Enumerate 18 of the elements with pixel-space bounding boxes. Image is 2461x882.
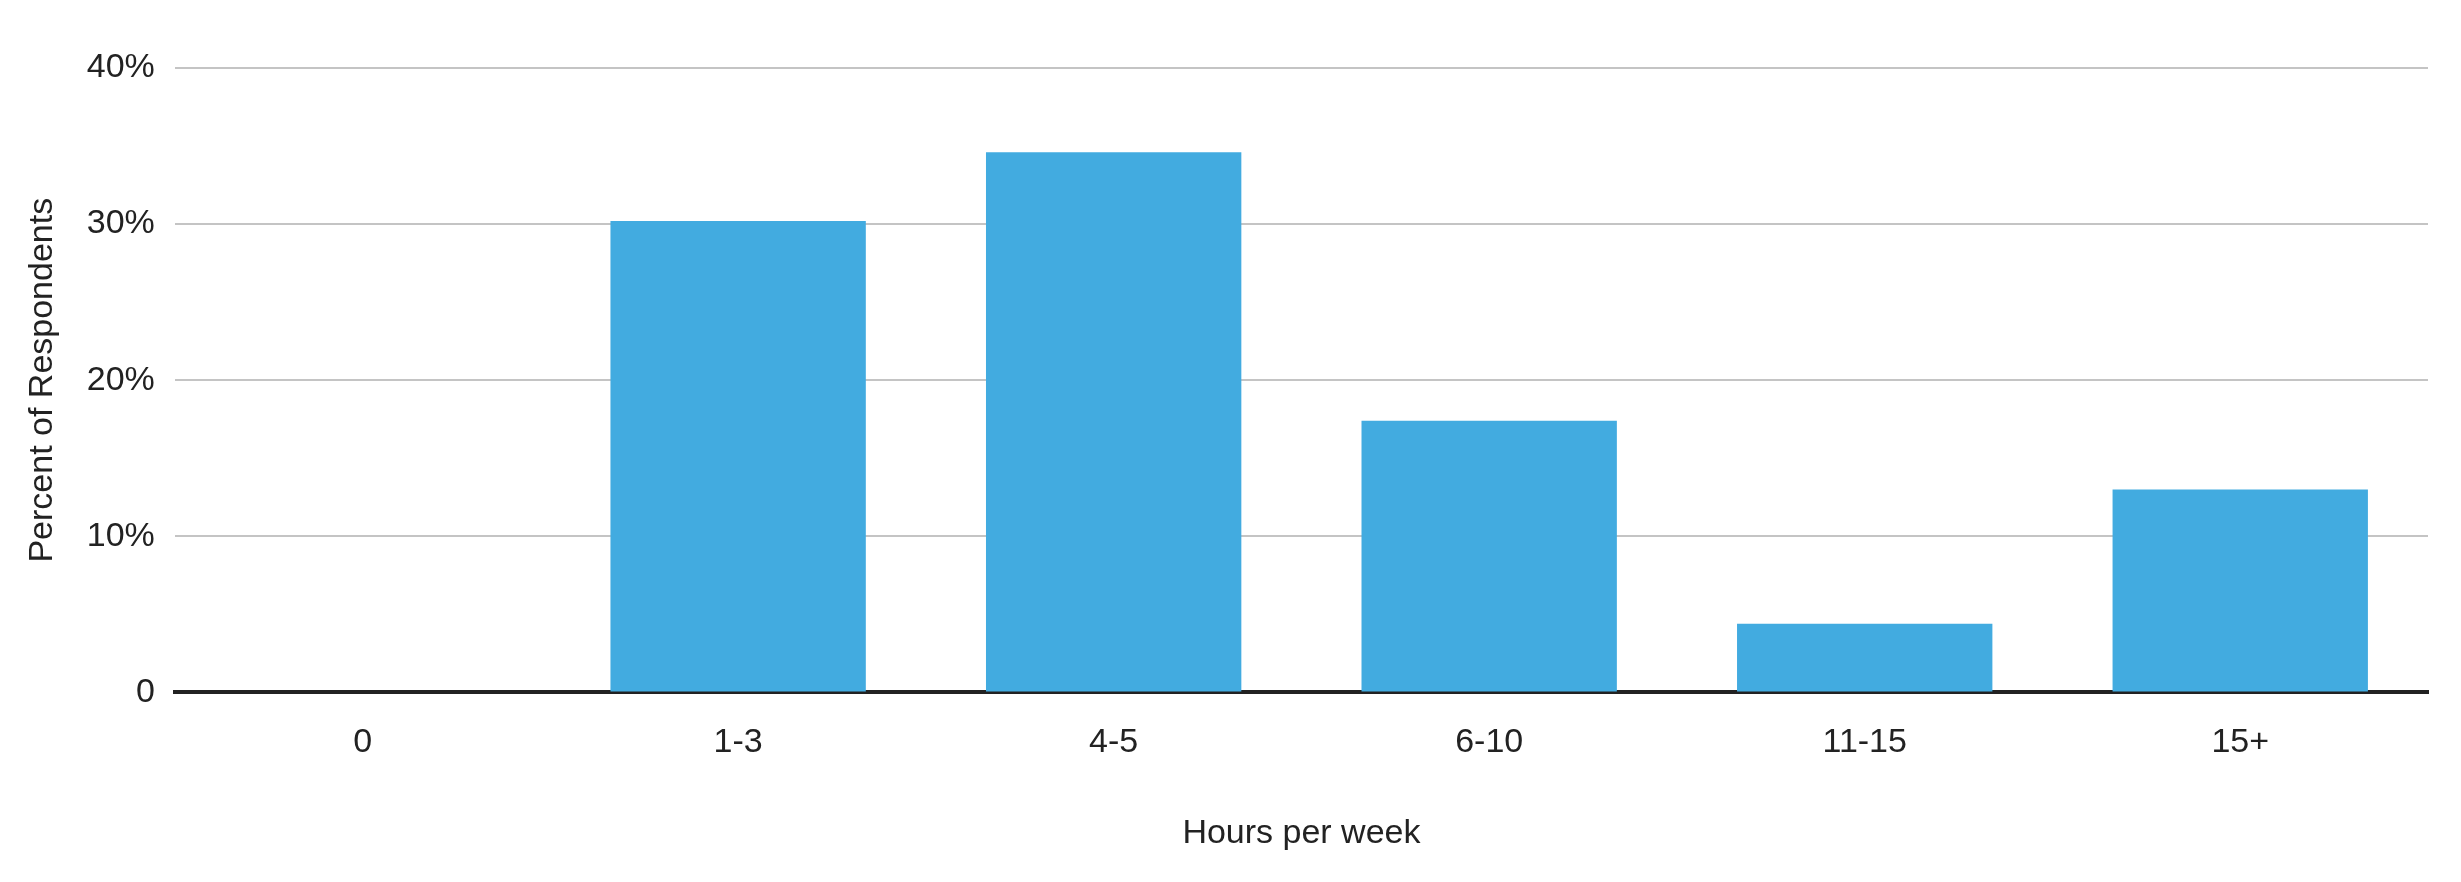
bar — [1361, 420, 1617, 692]
bar — [1737, 623, 1993, 692]
y-tick-label: 20% — [86, 358, 155, 397]
x-tick-label: 15+ — [2211, 721, 2270, 760]
x-tick-label: 11-15 — [1822, 721, 1907, 760]
bar — [610, 220, 866, 692]
y-tick-label: 0 — [135, 670, 155, 709]
y-tick-label: 10% — [86, 514, 155, 553]
x-tick-label: 4-5 — [1089, 721, 1139, 760]
x-axis-title: Hours per week — [1182, 811, 1422, 850]
x-tick-label: 1-3 — [713, 721, 763, 760]
bar — [2112, 489, 2368, 692]
y-tick-label: 40% — [86, 46, 155, 85]
x-tick-label: 6-10 — [1455, 721, 1524, 760]
x-tick-label: 0 — [353, 721, 373, 760]
y-axis-title: Percent of Respondents — [20, 197, 59, 563]
y-tick-label: 30% — [86, 202, 155, 241]
bar — [985, 152, 1242, 692]
